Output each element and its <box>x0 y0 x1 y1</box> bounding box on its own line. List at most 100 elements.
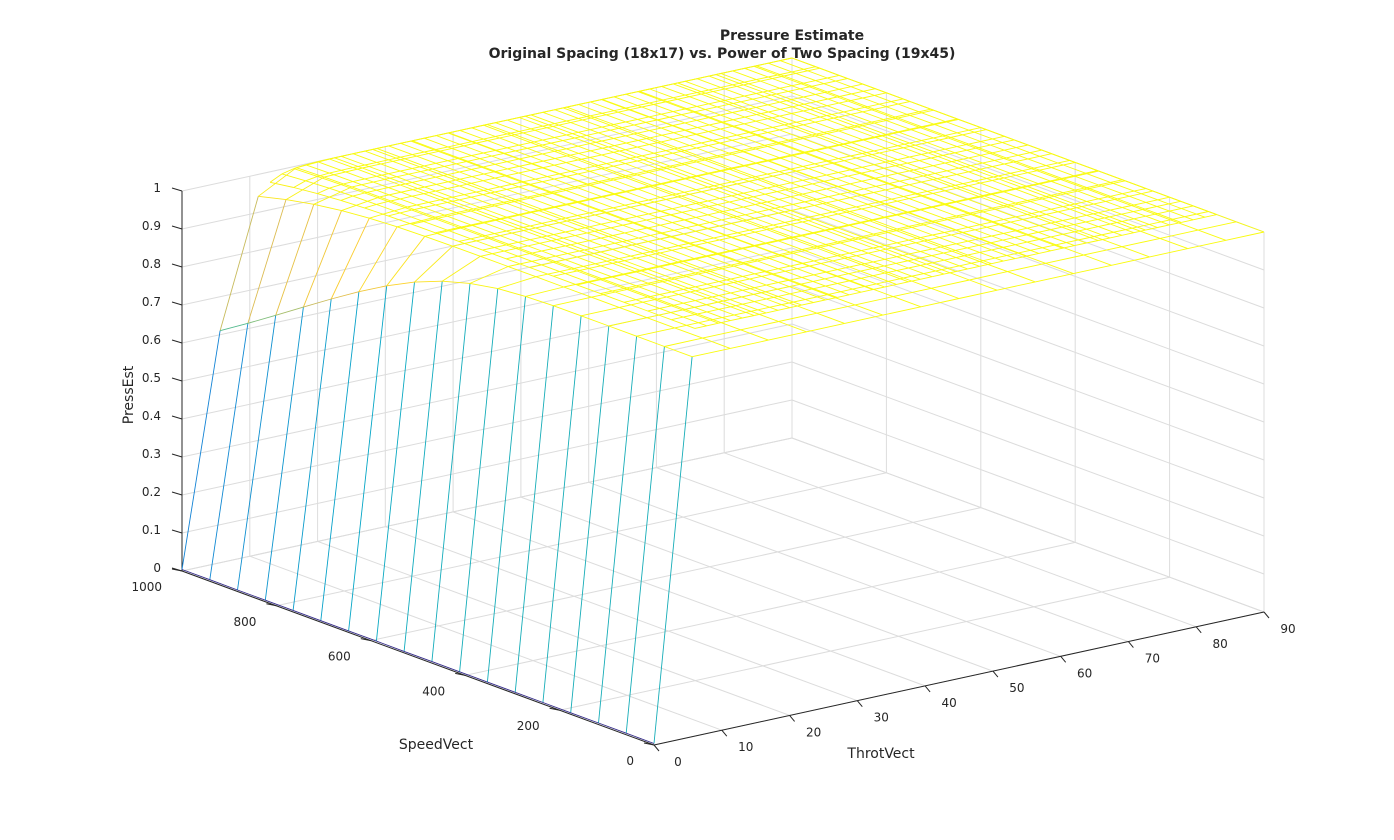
fine-mesh-edge <box>754 270 767 275</box>
fine-mesh-edge <box>1157 224 1170 228</box>
fine-mesh-edge <box>683 300 696 304</box>
coarse-mesh-edge <box>455 171 495 181</box>
fine-mesh-edge <box>720 100 745 111</box>
fine-mesh-edge <box>661 127 685 138</box>
fine-mesh-edge <box>660 222 673 226</box>
fine-mesh-edge <box>1027 158 1052 169</box>
coarse-mesh-edge <box>1083 254 1112 266</box>
coarse-mesh-edge <box>716 244 755 255</box>
fine-mesh-edge <box>991 235 1016 246</box>
fine-mesh-edge <box>932 245 945 250</box>
fine-mesh-edge <box>589 140 602 145</box>
fine-mesh-edge <box>625 105 638 109</box>
fine-mesh-edge <box>838 100 851 104</box>
fine-mesh-edge <box>825 230 850 240</box>
fine-mesh-edge <box>577 215 602 225</box>
z-tick-mark <box>171 225 183 230</box>
fine-mesh-edge <box>400 168 413 172</box>
coarse-mesh-edge <box>618 119 657 129</box>
fine-mesh-edge <box>991 232 1004 237</box>
fine-mesh-edge <box>707 214 732 224</box>
coarse-mesh-edge <box>798 104 827 117</box>
fine-mesh-edge <box>885 172 898 177</box>
coarse-mesh-edge <box>528 228 557 241</box>
fine-mesh-edge <box>778 196 791 200</box>
fine-mesh-edge <box>861 180 886 191</box>
fine-mesh-edge <box>542 164 555 169</box>
fine-mesh-edge <box>412 165 425 169</box>
fine-mesh-edge <box>944 201 957 206</box>
fine-mesh-edge <box>849 291 862 296</box>
coarse-mesh-edge <box>771 86 810 96</box>
coarse-mesh-edge <box>622 232 661 243</box>
fine-mesh-edge <box>625 160 638 165</box>
coarse-mesh-edge <box>466 152 505 163</box>
coarse-mesh-edge <box>546 249 585 259</box>
fine-mesh-edge <box>364 164 389 175</box>
fine-mesh-edge <box>683 244 696 249</box>
fine-mesh-edge <box>1169 196 1194 207</box>
coarse-mesh-edge <box>767 152 807 162</box>
fine-mesh-edge <box>837 199 862 210</box>
fine-mesh-edge <box>459 185 484 196</box>
fine-mesh-edge <box>1027 227 1052 238</box>
fine-mesh-edge <box>506 255 519 260</box>
fine-mesh-edge <box>826 133 851 143</box>
fine-mesh-edge <box>790 237 815 248</box>
coarse-mesh-edge <box>476 142 505 154</box>
fine-mesh-edge <box>661 113 686 124</box>
coarse-mesh-edge <box>563 286 592 298</box>
fine-mesh-edge <box>708 73 721 77</box>
coarse-mesh-edge <box>445 198 474 210</box>
coarse-mesh-edge <box>854 125 883 137</box>
fine-mesh-edge <box>719 236 732 241</box>
fine-mesh-edge <box>566 117 579 122</box>
x-tick-mark <box>856 700 863 708</box>
fine-mesh-edge <box>423 218 436 222</box>
fine-mesh-edge <box>542 125 567 136</box>
fine-mesh-edge <box>388 159 413 169</box>
fine-mesh-edge <box>1003 258 1016 262</box>
fine-mesh-edge <box>791 68 804 73</box>
coarse-mesh-edge <box>581 306 620 317</box>
fine-mesh-edge <box>743 204 756 208</box>
fine-mesh-edge <box>695 272 720 283</box>
fine-mesh-edge <box>932 234 957 245</box>
fine-mesh-edge <box>1003 177 1028 188</box>
fine-mesh-edge <box>648 227 673 237</box>
fine-mesh-edge <box>649 85 662 90</box>
fine-mesh-edge <box>1015 216 1040 227</box>
fine-mesh-edge <box>518 156 531 160</box>
coarse-mesh-edge <box>871 154 900 166</box>
fine-mesh-edge <box>885 214 898 219</box>
fine-mesh-edge <box>908 267 933 278</box>
coarse-mesh-edge <box>601 269 640 280</box>
fine-mesh-edge <box>1086 173 1111 183</box>
coarse-mesh-edge <box>743 76 782 86</box>
fine-mesh-edge <box>340 184 365 194</box>
coarse-mesh-edge <box>1035 273 1074 283</box>
fine-mesh-edge <box>790 263 803 267</box>
coarse-mesh-edge <box>760 113 789 125</box>
fine-mesh-edge <box>637 118 662 129</box>
coarse-mesh-edge <box>997 281 1036 291</box>
coarse-mesh-edge <box>608 317 648 327</box>
fine-mesh-edge <box>801 249 826 259</box>
fine-mesh-edge <box>873 189 886 193</box>
fine-mesh-edge <box>791 82 804 87</box>
fine-mesh-edge <box>636 282 649 287</box>
fine-mesh-edge <box>400 195 413 200</box>
fine-mesh-edge <box>801 290 826 301</box>
fine-mesh-edge <box>305 164 330 174</box>
grid-line <box>181 437 793 572</box>
fine-mesh-edge <box>554 150 579 161</box>
fine-mesh-edge <box>768 76 792 87</box>
fine-mesh-edge <box>885 147 910 158</box>
coarse-mesh-edge <box>570 154 599 166</box>
fine-mesh-edge <box>672 222 696 232</box>
fine-mesh-edge <box>696 119 721 130</box>
coarse-mesh-edge <box>323 176 353 188</box>
fine-mesh-edge <box>708 100 721 105</box>
fine-mesh-edge <box>565 231 590 242</box>
